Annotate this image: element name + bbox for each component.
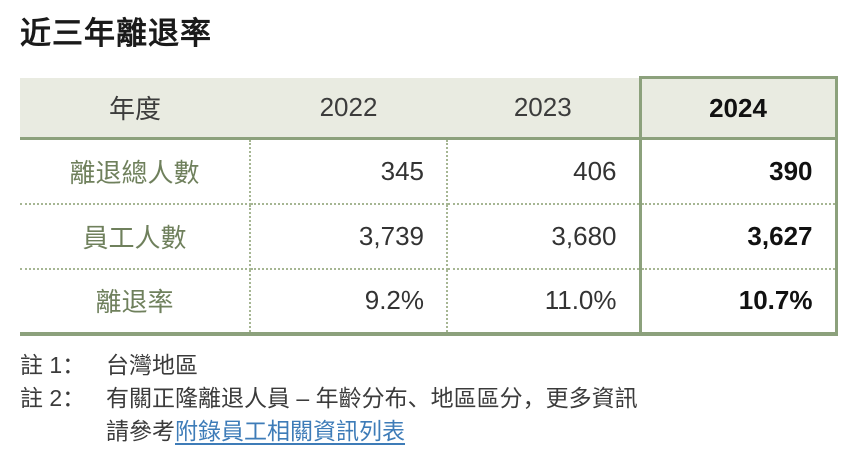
cell-rate-2024: 10.7% [638, 268, 838, 336]
report-page: 近三年離退率 年度 2022 2023 2024 離退總人數 345 406 3… [20, 16, 838, 448]
table-header-row: 年度 2022 2023 2024 [20, 76, 838, 140]
page-title: 近三年離退率 [20, 16, 212, 51]
footnote-2: 註 2： 有關正隆離退人員 – 年齡分布、地區區分，更多資訊 請參考附錄員工相關… [20, 382, 836, 448]
table-row-turnover-rate: 離退率 9.2% 11.0% 10.7% [20, 268, 838, 336]
cell-departures-2022: 345 [250, 138, 448, 205]
appendix-employee-info-link[interactable]: 附錄員工相關資訊列表 [175, 417, 405, 444]
header-year-2022: 2022 [250, 77, 447, 140]
footnote-2-line2-prefix: 請參考 [106, 417, 175, 444]
row-label-total-departures: 離退總人數 [20, 138, 251, 205]
footnote-2-text: 有關正隆離退人員 – 年齡分布、地區區分，更多資訊 請參考附錄員工相關資訊列表 [106, 382, 638, 448]
header-year-2024-highlighted: 2024 [638, 76, 838, 140]
turnover-rate-table: 年度 2022 2023 2024 離退總人數 345 406 390 員工人數… [20, 76, 838, 336]
footnote-1-text: 台灣地區 [106, 351, 198, 378]
cell-departures-2024: 390 [638, 138, 838, 205]
cell-employees-2024: 3,627 [638, 203, 838, 270]
header-year-2023: 2023 [447, 77, 640, 140]
cell-rate-2022: 9.2% [250, 268, 448, 336]
cell-departures-2023: 406 [447, 138, 641, 205]
footnote-1: 註 1： 台灣地區 [20, 349, 836, 382]
row-label-employee-count: 員工人數 [20, 203, 251, 270]
cell-employees-2022: 3,739 [250, 203, 448, 270]
footnotes: 註 1： 台灣地區 註 2： 有關正隆離退人員 – 年齡分布、地區區分，更多資訊… [20, 349, 836, 448]
cell-employees-2023: 3,680 [447, 203, 641, 270]
row-label-turnover-rate: 離退率 [20, 268, 251, 336]
header-year-label: 年度 [20, 77, 250, 140]
table-row-total-departures: 離退總人數 345 406 390 [20, 138, 838, 205]
cell-rate-2023: 11.0% [447, 268, 641, 336]
table-row-employee-count: 員工人數 3,739 3,680 3,627 [20, 203, 838, 270]
footnote-1-prefix: 註 1： [20, 351, 86, 378]
footnote-2-line1: 有關正隆離退人員 – 年齡分布、地區區分，更多資訊 [106, 384, 638, 411]
footnote-2-prefix: 註 2： [20, 384, 86, 411]
